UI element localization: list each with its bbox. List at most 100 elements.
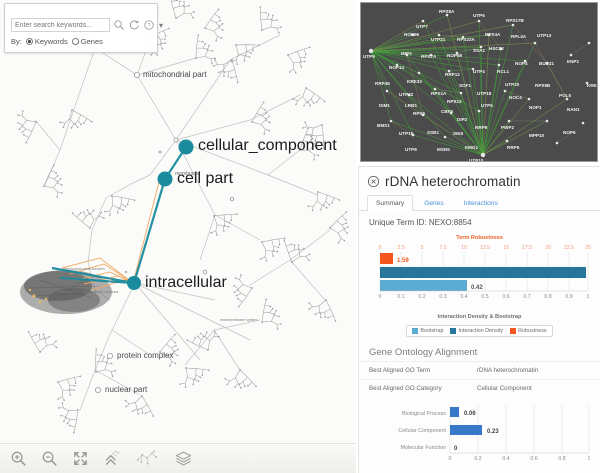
tab-genes[interactable]: Genes <box>424 200 444 207</box>
radio-option-genes[interactable]: Genes <box>71 37 103 46</box>
node-label-endomembrane-system[interactable]: endomembrane system <box>220 318 258 322</box>
gene-network-view[interactable]: UTP9 UTP10 UTP7 RPS8A UTP6 RPS17B NOP56 … <box>360 2 598 162</box>
show-network-icon[interactable] <box>134 450 160 467</box>
svg-text:DIM1: DIM1 <box>379 103 390 108</box>
svg-text:1: 1 <box>588 456 591 461</box>
svg-text:NOP4: NOP4 <box>515 61 528 66</box>
svg-text:NOC4: NOC4 <box>509 95 522 100</box>
radio-option-keywords[interactable]: Keywords <box>25 37 68 46</box>
go-cat-label-biological-process: Biological Process <box>402 411 446 417</box>
search-icon[interactable] <box>113 19 125 31</box>
radio-genes-icon[interactable] <box>71 38 79 45</box>
svg-text:RPS9B: RPS9B <box>535 83 551 88</box>
svg-text:EMG1: EMG1 <box>465 145 478 150</box>
svg-text:22.5: 22.5 <box>564 245 574 251</box>
search-by-label: By: <box>11 37 22 46</box>
tab-interactions[interactable]: Interactions <box>463 200 498 207</box>
bar-bootstrap <box>380 280 467 291</box>
svg-text:0.3: 0.3 <box>439 294 446 300</box>
svg-text:UTP13: UTP13 <box>537 33 552 38</box>
robustness-chart-svg: 0 2.5 5 7.5 10 12.5 15 17.5 20 22.5 25 1.59 0.4… <box>379 245 591 300</box>
svg-text:KRE33: KRE33 <box>407 79 422 84</box>
go-alignment-heading: Gene Ontology Alignment <box>369 347 478 358</box>
hierarchy-tree-canvas[interactable] <box>0 0 356 473</box>
help-icon[interactable]: ? <box>143 19 155 31</box>
svg-text:DIP2: DIP2 <box>457 117 468 122</box>
svg-text:0.8: 0.8 <box>558 456 565 461</box>
radio-keywords-icon[interactable] <box>25 38 33 45</box>
svg-text:UTP9: UTP9 <box>363 54 375 59</box>
hierarchy-view[interactable]: cellular_component cell part intracellul… <box>0 0 356 473</box>
reset-icon[interactable] <box>128 19 140 31</box>
svg-text:17.5: 17.5 <box>522 245 532 251</box>
layers-icon[interactable] <box>174 450 193 467</box>
svg-text:0.2: 0.2 <box>418 294 425 300</box>
detail-tabs[interactable]: Summary Genes Interactions <box>359 195 600 211</box>
node-label-cell-part[interactable]: cell part <box>177 170 234 187</box>
term-detail-panel[interactable]: rDNA heterochromatin Summary Genes Inter… <box>358 166 600 473</box>
node-label-mitochondrial-part[interactable]: mitochondrial part <box>143 70 207 79</box>
svg-text:RRP9: RRP9 <box>475 125 488 130</box>
chevron-down-icon[interactable]: ▾ <box>159 20 164 30</box>
legend-label-bootstrap: Bootstrap <box>420 328 444 334</box>
svg-text:RRP45: RRP45 <box>375 81 390 86</box>
svg-text:LRB1: LRB1 <box>405 103 417 108</box>
svg-text:12.5: 12.5 <box>480 245 490 251</box>
node-label-ribosomal-subunit[interactable]: ribosomal subunit <box>48 278 77 282</box>
search-row[interactable]: ? ▾ <box>11 18 163 32</box>
legend-label-robustness: Robustness <box>518 328 547 334</box>
node-label-ribonucleoprotein-complex[interactable]: ribonucleoprotein complex <box>63 267 105 271</box>
go-value-best-aligned-term: rDNA heterochromatin <box>477 367 539 374</box>
node-label-nucleolus[interactable]: nucleolus <box>52 299 68 303</box>
bar-robustness <box>380 253 393 264</box>
search-panel[interactable]: NeXO ? ▾ By: Keywords <box>4 0 163 53</box>
fit-to-screen-icon[interactable] <box>72 450 89 467</box>
bar-value-biological-process: 0.06 <box>464 411 476 417</box>
zoom-in-icon[interactable] <box>10 450 27 467</box>
search-by-row[interactable]: By: Keywords Genes <box>11 37 103 46</box>
svg-text:0.4: 0.4 <box>502 456 509 461</box>
svg-text:NOP58: NOP58 <box>447 53 463 58</box>
svg-text:RPS6: RPS6 <box>413 111 425 116</box>
svg-text:0.2: 0.2 <box>474 456 481 461</box>
legend-item-robustness[interactable]: Robustness <box>510 328 547 334</box>
svg-text:2.5: 2.5 <box>397 245 404 251</box>
svg-text:7.5: 7.5 <box>439 245 446 251</box>
svg-text:RCL1: RCL1 <box>497 69 509 74</box>
svg-text:20: 20 <box>545 245 551 251</box>
svg-text:NOP14: NOP14 <box>389 65 405 70</box>
node-label-intracellular[interactable]: intracellular <box>145 274 227 291</box>
svg-text:POL5: POL5 <box>559 93 571 98</box>
svg-text:0: 0 <box>449 456 452 461</box>
node-label-cellular-component[interactable]: cellular_component <box>198 137 337 154</box>
legend-item-interaction-density[interactable]: Interaction Density <box>450 328 503 334</box>
search-input[interactable] <box>11 18 110 32</box>
close-circle-icon[interactable] <box>367 175 380 188</box>
hierarchy-toolbar[interactable] <box>0 443 356 473</box>
node-label-nuclear-part[interactable]: nuclear part <box>105 385 148 394</box>
node-cellular-component <box>178 139 194 155</box>
svg-text:RPS22A: RPS22A <box>457 37 476 42</box>
node-label-membrane[interactable]: membrane <box>175 171 199 177</box>
gene-network-canvas: UTP9 UTP10 UTP7 RPS8A UTP6 RPS17B NOP56 … <box>361 3 597 161</box>
zoom-out-icon[interactable] <box>41 450 58 467</box>
node-label-protein-complex[interactable]: protein complex <box>117 351 174 360</box>
svg-text:RRP12: RRP12 <box>445 72 460 77</box>
svg-text:UTP5: UTP5 <box>481 103 493 108</box>
svg-text:RPS1A: RPS1A <box>431 91 447 96</box>
svg-text:HSC82: HSC82 <box>489 46 504 51</box>
svg-text:5: 5 <box>421 245 424 251</box>
svg-text:0.5: 0.5 <box>481 294 488 300</box>
unique-term-id: Unique Term ID: NEXO:8854 <box>369 218 472 227</box>
legend-item-bootstrap[interactable]: Bootstrap <box>412 328 443 334</box>
svg-text:0: 0 <box>379 294 382 300</box>
node-label-preribosome-large-subunit-precursor[interactable]: preribosome, large subunit precursor <box>60 290 119 294</box>
svg-text:UTP20: UTP20 <box>505 82 520 87</box>
collapse-icon[interactable] <box>103 450 120 467</box>
svg-text:0.1: 0.1 <box>397 294 404 300</box>
chart-legend: Bootstrap Interaction Density Robustness <box>368 325 591 337</box>
legend-swatch-robustness <box>510 328 517 334</box>
tab-summary[interactable]: Summary <box>367 195 414 211</box>
svg-text:0.4: 0.4 <box>460 294 467 300</box>
go-cat-label-molecular-function: Molecular Function <box>400 445 446 451</box>
